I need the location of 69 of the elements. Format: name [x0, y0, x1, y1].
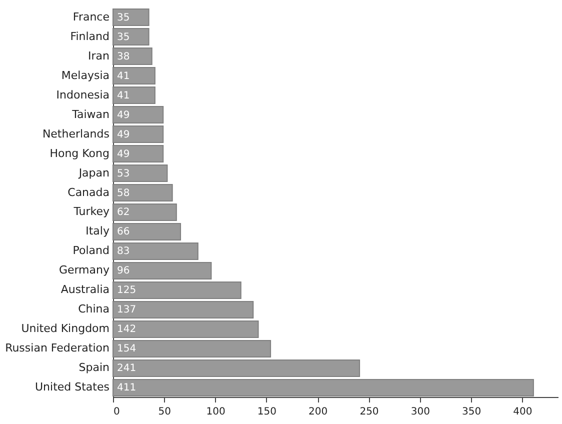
y-tick-label: Canada [68, 186, 110, 199]
y-tick-label: Germany [58, 264, 110, 277]
bar [112, 184, 173, 202]
y-tick-label: China [78, 302, 110, 316]
bar [112, 242, 198, 260]
x-tick-label: 300 [410, 406, 430, 418]
x-tick-label: 350 [462, 406, 482, 418]
bar [112, 320, 259, 338]
y-tick-label: Australia [60, 283, 110, 296]
data-label: 41 [117, 70, 130, 82]
y-tick-label: Turkey [72, 205, 110, 218]
x-tick-label: 400 [513, 406, 532, 418]
data-label: 35 [117, 32, 130, 43]
bar [112, 125, 164, 144]
y-tick-label: Taiwan [71, 108, 110, 121]
bar [112, 164, 168, 182]
bar [112, 144, 164, 163]
data-label: 49 [117, 129, 130, 140]
x-tick-label: 50 [158, 406, 172, 418]
bar [112, 340, 272, 358]
bar [112, 8, 150, 26]
data-label: 49 [117, 148, 130, 160]
bar [112, 66, 156, 85]
data-label: 35 [117, 12, 130, 24]
data-label: 125 [117, 285, 136, 296]
data-label: 83 [117, 246, 130, 258]
bar [112, 203, 177, 222]
y-tick-label: Hong Kong [50, 146, 110, 160]
y-tick-label: Melaysia [61, 68, 110, 82]
y-tick-label: Indonesia [56, 88, 110, 102]
data-label: 66 [117, 226, 130, 238]
bar [112, 47, 152, 66]
bar [112, 300, 254, 319]
y-tick-label: Spain [78, 361, 110, 374]
bar [112, 222, 182, 241]
bar [112, 281, 242, 300]
x-tick-label: 200 [308, 406, 328, 418]
data-label: 411 [117, 382, 136, 394]
data-label: 241 [117, 363, 136, 374]
y-tick-label: Russian Federation [5, 342, 110, 355]
data-label: 154 [117, 344, 136, 355]
y-tick-label: United Kingdom [21, 322, 110, 336]
bar [112, 28, 150, 46]
data-label: 96 [117, 266, 130, 277]
y-tick-label: Netherlands [42, 127, 110, 140]
x-tick-label: 150 [257, 406, 276, 418]
data-label: 41 [117, 90, 130, 102]
bar [112, 86, 156, 104]
data-label: 137 [117, 304, 136, 316]
y-tick-label: France [72, 10, 110, 24]
bar [112, 262, 212, 280]
x-tick-label: 0 [114, 406, 120, 418]
x-tick-label: 250 [360, 406, 379, 418]
y-tick-label: Poland [72, 244, 110, 258]
data-label: 53 [117, 168, 130, 180]
data-label: 62 [117, 207, 130, 218]
data-label: 49 [117, 110, 130, 121]
y-tick-label: Iran [88, 49, 110, 62]
data-label: 142 [117, 324, 136, 336]
data-label: 58 [117, 188, 130, 199]
data-label: 38 [117, 51, 130, 62]
bar [112, 378, 534, 397]
x-tick-label: 100 [206, 406, 226, 418]
y-tick-label: Italy [86, 224, 110, 238]
y-tick-label: Finland [70, 30, 110, 43]
bar [112, 106, 164, 124]
bar [112, 359, 360, 378]
y-tick-label: United States [35, 380, 110, 394]
y-tick-label: Japan [78, 166, 110, 180]
